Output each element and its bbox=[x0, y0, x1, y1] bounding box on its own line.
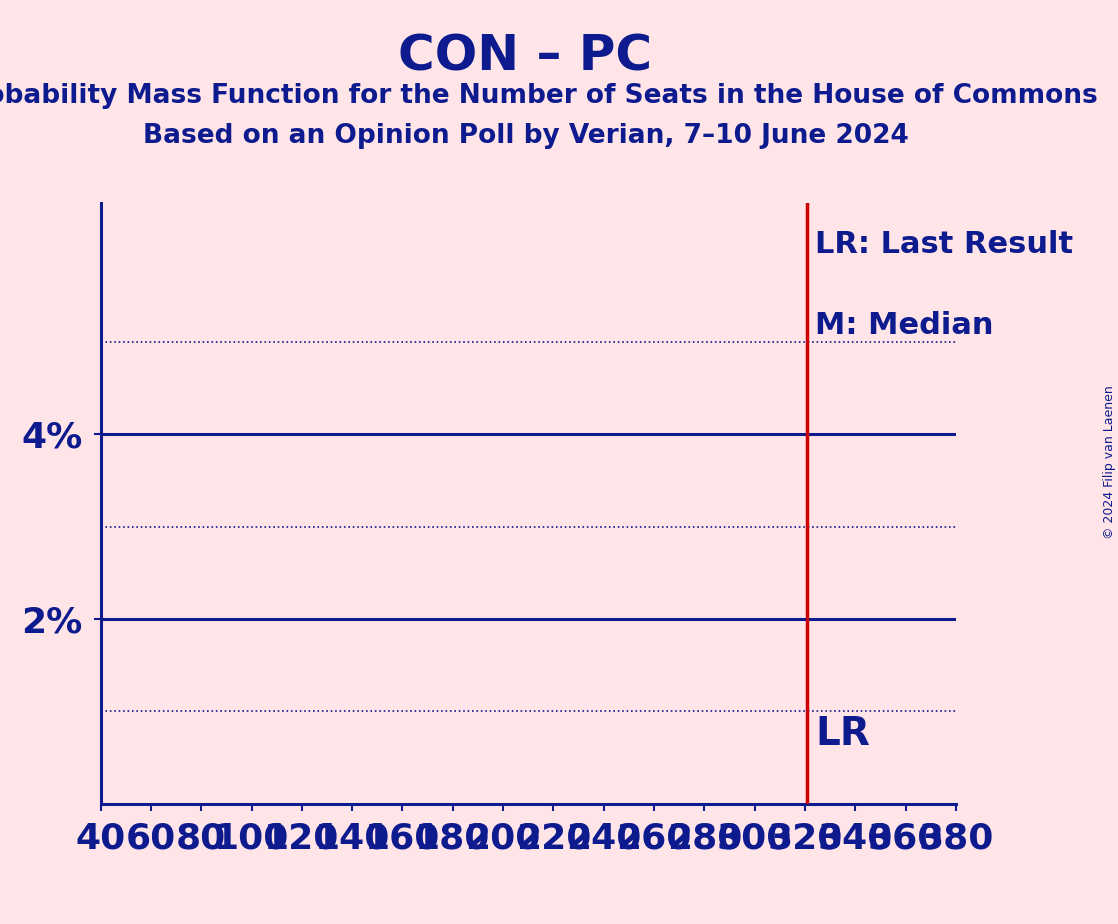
Text: CON – PC: CON – PC bbox=[398, 32, 653, 80]
Text: LR: LR bbox=[815, 715, 870, 753]
Text: Probability Mass Function for the Number of Seats in the House of Commons: Probability Mass Function for the Number… bbox=[0, 83, 1098, 109]
Text: Based on an Opinion Poll by Verian, 7–10 June 2024: Based on an Opinion Poll by Verian, 7–10… bbox=[143, 123, 908, 149]
Text: M: Median: M: Median bbox=[815, 311, 994, 340]
Text: © 2024 Filip van Laenen: © 2024 Filip van Laenen bbox=[1102, 385, 1116, 539]
Text: LR: Last Result: LR: Last Result bbox=[815, 230, 1073, 260]
